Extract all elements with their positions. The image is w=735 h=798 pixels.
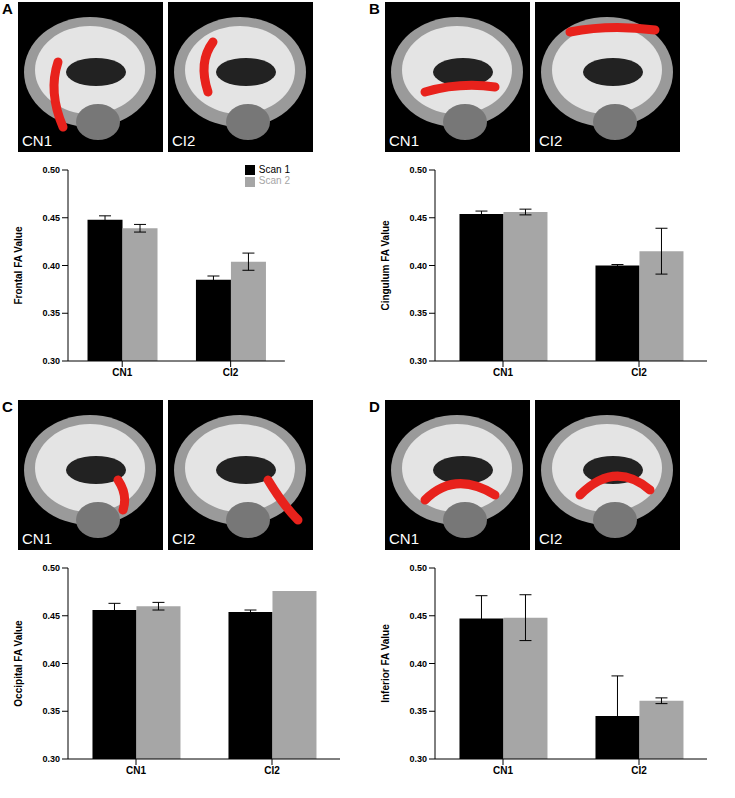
svg-text:0.50: 0.50 xyxy=(409,165,427,175)
svg-text:0.40: 0.40 xyxy=(409,659,427,669)
svg-text:0.35: 0.35 xyxy=(42,308,60,318)
svg-text:CN1: CN1 xyxy=(22,530,52,547)
svg-text:CN1: CN1 xyxy=(126,765,146,776)
svg-text:CN1: CN1 xyxy=(112,367,132,378)
svg-text:0.35: 0.35 xyxy=(409,706,427,716)
svg-text:CI2: CI2 xyxy=(631,765,647,776)
svg-text:CI2: CI2 xyxy=(172,132,195,149)
svg-text:CN1: CN1 xyxy=(389,530,419,547)
svg-text:0.35: 0.35 xyxy=(409,308,427,318)
svg-text:CI2: CI2 xyxy=(172,530,195,547)
svg-text:0.50: 0.50 xyxy=(42,563,60,573)
html-text:C: C xyxy=(2,398,13,415)
svg-text:Cingulum FA Value: Cingulum FA Value xyxy=(380,220,391,311)
svg-text:0.45: 0.45 xyxy=(42,611,60,621)
svg-text:0.30: 0.30 xyxy=(42,356,60,366)
svg-text:Occipital FA Value: Occipital FA Value xyxy=(13,620,24,707)
html-text:Scan 1: Scan 1 xyxy=(258,164,290,175)
html-text:D: D xyxy=(369,398,380,415)
html-text:A: A xyxy=(2,0,13,17)
svg-text:CI2: CI2 xyxy=(539,132,562,149)
html-text:B: B xyxy=(369,0,380,17)
svg-text:CI2: CI2 xyxy=(631,367,647,378)
svg-text:0.40: 0.40 xyxy=(42,659,60,669)
svg-text:0.30: 0.30 xyxy=(42,754,60,764)
svg-text:0.50: 0.50 xyxy=(42,165,60,175)
svg-text:CN1: CN1 xyxy=(493,367,513,378)
svg-text:0.45: 0.45 xyxy=(42,213,60,223)
svg-text:0.40: 0.40 xyxy=(42,261,60,271)
svg-text:0.30: 0.30 xyxy=(409,754,427,764)
svg-text:CN1: CN1 xyxy=(22,132,52,149)
svg-text:0.30: 0.30 xyxy=(409,356,427,366)
svg-text:0.45: 0.45 xyxy=(409,611,427,621)
svg-text:CN1: CN1 xyxy=(493,765,513,776)
svg-text:0.35: 0.35 xyxy=(42,706,60,716)
svg-text:Inferior FA Value: Inferior FA Value xyxy=(380,624,391,703)
html-text:Scan 2: Scan 2 xyxy=(258,175,290,187)
svg-text:CN1: CN1 xyxy=(389,132,419,149)
svg-text:0.45: 0.45 xyxy=(409,213,427,223)
svg-text:CI2: CI2 xyxy=(539,530,562,547)
svg-text:0.40: 0.40 xyxy=(409,261,427,271)
svg-text:Frontal FA Value: Frontal FA Value xyxy=(13,226,24,304)
svg-text:CI2: CI2 xyxy=(223,367,239,378)
svg-text:0.50: 0.50 xyxy=(409,563,427,573)
svg-text:CI2: CI2 xyxy=(264,765,280,776)
